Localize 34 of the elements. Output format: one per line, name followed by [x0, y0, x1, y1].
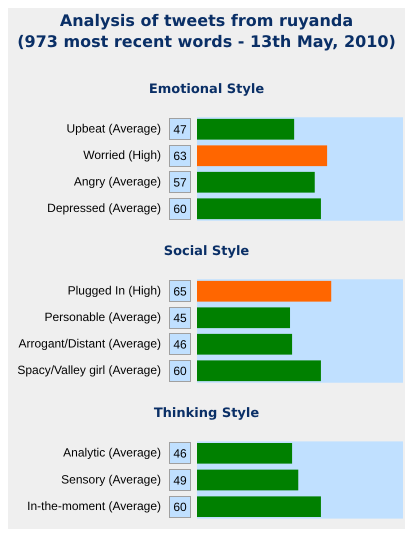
- y-tick-label: Upbeat (Average): [66, 122, 162, 136]
- chart-subtitle: Social Style: [162, 244, 250, 260]
- y-tick-label: Analytic (Average): [63, 446, 161, 460]
- data-label: 60: [173, 500, 187, 514]
- y-tick-label: In-the-moment (Average): [27, 498, 161, 513]
- y-tick-label: Sensory (Average): [61, 472, 161, 486]
- y-tick-label: Spacy/Valley girl (Average): [17, 363, 161, 378]
- bar: [197, 145, 328, 166]
- y-tick-label: Personable (Average): [44, 310, 161, 324]
- bar: [197, 198, 321, 220]
- bar: [197, 118, 294, 140]
- chart-title: Analysis of tweets from ruyanda (973 most recent words - 13th May, 2010): [16, 10, 397, 52]
- y-tick-label: Plugged In (High): [68, 284, 161, 298]
- y-tick-label: Worried (High): [83, 148, 161, 162]
- bar: [197, 334, 292, 355]
- y-tick-label: Depressed (Average): [47, 201, 161, 216]
- chart-subtitle: Thinking Style: [152, 406, 260, 422]
- data-label: 60: [173, 202, 187, 216]
- y-tick-label: Arrogant/Distant (Average): [18, 336, 161, 351]
- bar: [197, 360, 321, 382]
- data-label: 45: [173, 311, 187, 326]
- data-label: 47: [173, 122, 187, 137]
- chart-subtitle: Emotional Style: [148, 82, 266, 98]
- data-label: 46: [173, 338, 187, 352]
- data-label: 60: [173, 364, 187, 378]
- bar: [197, 172, 315, 193]
- bar: [197, 307, 290, 328]
- y-tick-label: Angry (Average): [74, 174, 161, 189]
- data-label: 46: [173, 446, 187, 461]
- data-label: 49: [173, 473, 187, 488]
- bar: [197, 280, 332, 302]
- data-label: 63: [173, 149, 187, 164]
- data-label: 57: [173, 176, 187, 190]
- data-label: 65: [173, 284, 187, 299]
